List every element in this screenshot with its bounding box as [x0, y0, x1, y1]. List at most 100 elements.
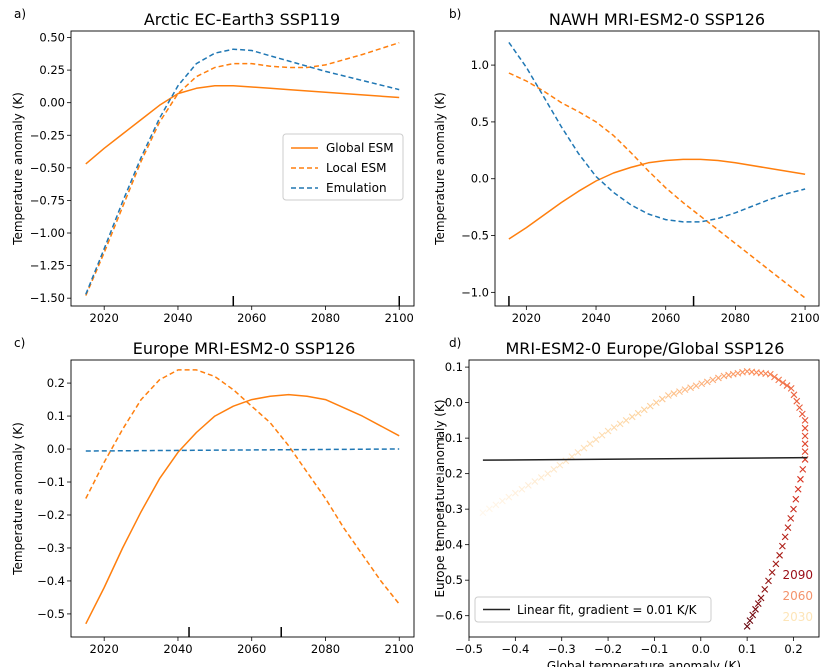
legend-label: Local ESM	[326, 161, 386, 175]
trajectory-point	[715, 374, 722, 382]
y-tick-label: −0.2	[37, 508, 65, 522]
trajectory-point	[658, 395, 666, 403]
trajectory-point	[652, 399, 660, 407]
point-stroke	[703, 378, 711, 386]
point-stroke	[749, 611, 757, 619]
linear-fit-line	[482, 456, 808, 461]
trajectory-point	[784, 524, 792, 532]
trajectory-point	[505, 493, 513, 501]
point-stroke	[698, 380, 706, 388]
point-stroke	[511, 489, 519, 497]
trajectory-point	[537, 474, 545, 481]
point-stroke	[784, 524, 792, 532]
x-tick-label: −0.1	[640, 642, 668, 656]
x-tick-label: 2060	[651, 311, 680, 325]
trajectory-point	[670, 390, 678, 397]
y-tick-label: −0.4	[37, 574, 65, 588]
trajectory-point	[544, 470, 552, 478]
plot-area	[85, 41, 400, 306]
axes-frame	[494, 30, 820, 307]
point-stroke	[670, 390, 678, 397]
trajectory-point	[486, 505, 493, 513]
point-stroke	[486, 505, 493, 513]
x-tick-label: 0.1	[738, 642, 756, 656]
trajectory-point	[771, 373, 778, 381]
trajectory-point	[518, 485, 526, 493]
trajectory-point	[746, 617, 754, 625]
point-stroke	[586, 440, 594, 448]
point-stroke	[592, 436, 600, 443]
point-stroke	[505, 493, 513, 501]
x-tick-label: 2040	[581, 311, 610, 325]
point-stroke	[729, 370, 737, 378]
x-tick-label: 2040	[163, 311, 192, 325]
trajectory-point	[781, 533, 789, 541]
point-stroke	[676, 388, 683, 395]
y-axis-label: Temperature anomaly (K)	[11, 422, 25, 576]
panel-1: a) Arctic EC-Earth3 SSP119 Temperature ano…	[11, 7, 415, 325]
chart-title: Europe MRI-ESM2-0 SSP126	[133, 339, 356, 358]
x-tick-label: 2040	[163, 642, 192, 656]
trajectory-point	[783, 382, 791, 389]
point-stroke	[734, 369, 742, 377]
point-stroke	[664, 392, 672, 399]
fit-legend: Linear fit, gradient = 0.01 K/K	[474, 596, 712, 623]
point-stroke	[739, 368, 746, 376]
plot-area	[85, 369, 400, 637]
point-stroke	[687, 384, 694, 392]
trajectory-point	[801, 432, 809, 440]
fit-legend-label: Linear fit, gradient = 0.01 K/K	[517, 603, 698, 617]
point-stroke	[761, 586, 769, 593]
point-stroke	[725, 371, 732, 379]
x-tick-label: −0.5	[455, 642, 483, 656]
y-tick-label: −0.1	[37, 475, 65, 489]
point-stroke	[550, 465, 558, 473]
y-tick-label: −1.50	[30, 291, 65, 305]
trajectory-point	[628, 413, 636, 421]
panel-2: b) NAWH MRI-ESM2-0 SSP126 Temperature anom…	[433, 7, 820, 325]
trajectory-point	[801, 424, 809, 432]
x-tick-label: 0.0	[692, 642, 710, 656]
point-stroke	[524, 481, 532, 489]
point-stroke	[598, 431, 606, 439]
series-line-emulation	[85, 48, 400, 295]
point-stroke	[537, 474, 545, 481]
y-tick-label: −0.5	[461, 229, 489, 243]
panel-label: c)	[14, 336, 25, 350]
trajectory-point	[787, 514, 795, 522]
point-stroke	[681, 386, 689, 394]
trajectory-point	[550, 465, 558, 473]
point-stroke	[658, 395, 666, 403]
point-stroke	[746, 617, 754, 625]
y-tick-label: 0.0	[47, 442, 65, 456]
point-stroke	[640, 406, 648, 414]
trajectory-point	[761, 586, 769, 593]
trajectory-point	[610, 424, 618, 431]
trajectory-point	[801, 448, 809, 456]
legend-box	[282, 133, 404, 201]
y-tick-label: −0.3	[435, 502, 463, 516]
x-tick-label: 2060	[237, 642, 266, 656]
trajectory-point	[799, 465, 807, 473]
panel-4: d) MRI-ESM2-0 Europe/Global SSP126 Europe …	[433, 336, 820, 667]
trajectory-point	[556, 461, 564, 469]
y-tick-label: −0.75	[30, 193, 65, 207]
x-tick-label: 2100	[385, 642, 414, 656]
trajectory-point	[776, 551, 783, 559]
trajectory-point	[616, 420, 624, 428]
y-axis-label: Europe temperature anomaly (K)	[433, 399, 447, 597]
panel-3: c) Europe MRI-ESM2-0 SSP126 Temperature an…	[11, 336, 415, 656]
point-stroke	[492, 501, 500, 509]
point-stroke	[797, 475, 804, 483]
point-stroke	[568, 453, 576, 460]
point-stroke	[622, 416, 630, 424]
x-tick-label: 0.2	[784, 642, 802, 656]
y-tick-label: 0.00	[39, 96, 65, 110]
trajectory-point	[790, 505, 797, 513]
point-stroke	[801, 424, 809, 432]
trajectory-point	[492, 501, 500, 509]
panel-label: b)	[449, 7, 461, 21]
y-tick-label: 0.2	[47, 376, 65, 390]
point-stroke	[796, 404, 803, 411]
trajectory-point	[676, 388, 683, 395]
